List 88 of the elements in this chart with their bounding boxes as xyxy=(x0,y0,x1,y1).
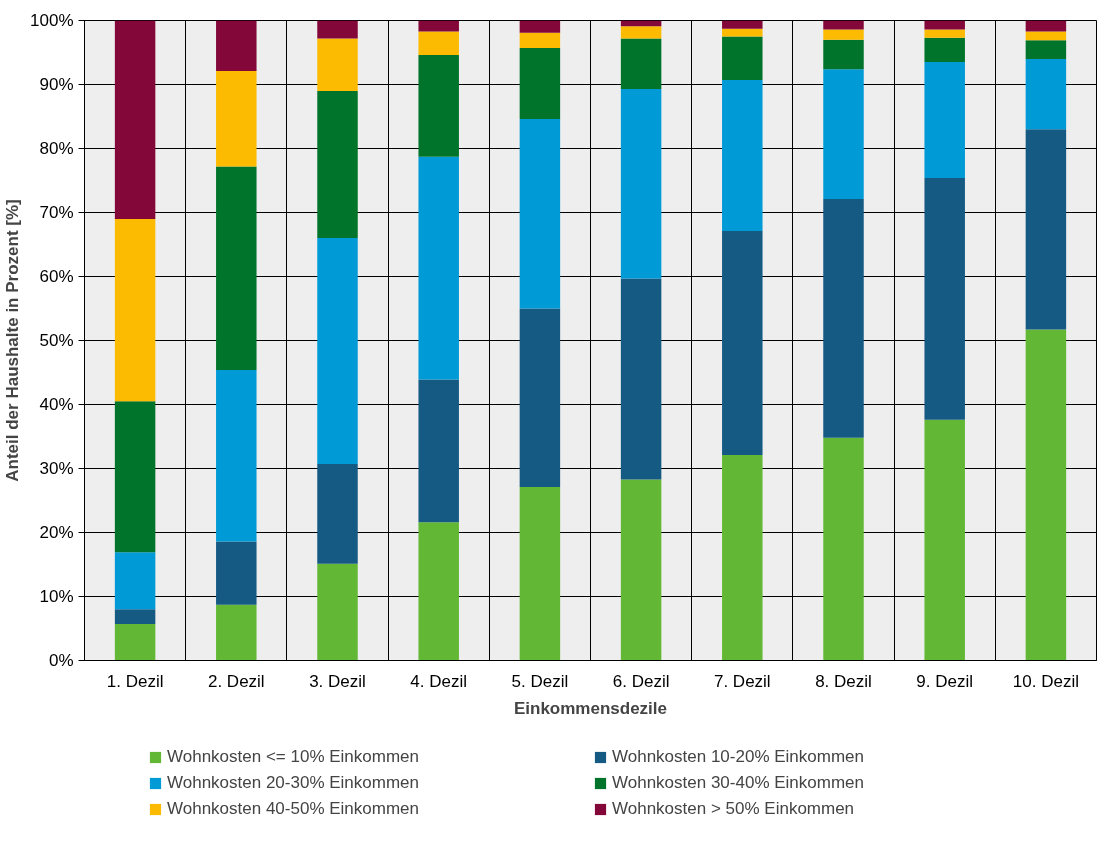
bar xyxy=(620,38,662,89)
x-tick-label: 9. Dezil xyxy=(916,671,974,691)
bar xyxy=(722,20,763,29)
y-tick-label: 10% xyxy=(39,587,74,606)
bar xyxy=(216,369,257,542)
bar xyxy=(722,231,763,456)
bar xyxy=(519,20,561,33)
bar xyxy=(924,62,965,178)
bar xyxy=(216,71,257,167)
bar xyxy=(418,55,459,157)
bar xyxy=(114,624,156,661)
bar xyxy=(519,119,561,309)
y-tick-label: 30% xyxy=(39,459,74,478)
bar xyxy=(114,401,156,553)
bar xyxy=(418,522,459,661)
x-tick-label: 1. Dezil xyxy=(106,671,164,691)
bar xyxy=(1025,329,1067,661)
bar xyxy=(519,32,561,49)
bar xyxy=(1025,40,1067,59)
bar xyxy=(519,308,561,488)
y-tick-label: 20% xyxy=(39,523,74,542)
legend-label: Wohnkosten 30-40% Einkommen xyxy=(612,772,865,793)
bar xyxy=(519,48,561,120)
bar xyxy=(924,37,965,63)
bar xyxy=(317,20,358,39)
bar xyxy=(216,604,257,661)
x-axis-title: Einkommensdezile xyxy=(513,698,668,718)
y-axis-title: Anteil der Haushalte in Prozent [%] xyxy=(3,199,23,482)
x-tick-label: 2. Dezil xyxy=(207,671,265,691)
legend-label: Wohnkosten <= 10% Einkommen xyxy=(167,746,420,767)
bar xyxy=(418,156,459,380)
x-tick-label: 10. Dezil xyxy=(1012,671,1079,691)
bar xyxy=(1025,129,1067,330)
bar xyxy=(216,541,257,605)
bar xyxy=(1025,31,1067,41)
x-tick-label: 7. Dezil xyxy=(713,671,771,691)
y-tick-label: 100% xyxy=(30,11,74,30)
bar xyxy=(823,199,864,438)
bar xyxy=(418,31,459,56)
bar xyxy=(216,166,257,370)
bar xyxy=(317,464,358,564)
y-tick-label: 80% xyxy=(39,139,74,158)
bar xyxy=(722,36,763,81)
bar xyxy=(620,278,662,480)
x-tick-label: 8. Dezil xyxy=(815,671,872,691)
bar xyxy=(620,88,662,279)
bar xyxy=(317,563,358,661)
bar xyxy=(924,20,965,30)
bar xyxy=(1025,58,1067,130)
legend-label: Wohnkosten > 50% Einkommen xyxy=(612,798,856,819)
bar xyxy=(418,379,459,523)
bar xyxy=(823,20,864,30)
bar xyxy=(924,177,965,420)
x-tick-label: 6. Dezil xyxy=(612,671,670,691)
bar xyxy=(924,29,965,38)
y-tick-label: 50% xyxy=(39,331,74,350)
bar xyxy=(418,20,459,32)
bar xyxy=(722,28,763,37)
bar xyxy=(317,238,358,465)
bar xyxy=(519,487,561,661)
bar xyxy=(620,479,662,661)
bar xyxy=(114,552,156,610)
bar xyxy=(924,419,965,661)
bar xyxy=(1025,20,1067,32)
bar xyxy=(216,20,257,72)
y-tick-label: 90% xyxy=(39,75,74,94)
bar xyxy=(823,437,864,661)
bar xyxy=(114,609,156,625)
x-tick-label: 3. Dezil xyxy=(309,671,366,691)
y-tick-label: 0% xyxy=(48,651,74,670)
bar xyxy=(722,80,763,232)
bar xyxy=(114,218,156,402)
bar xyxy=(317,90,358,239)
x-tick-label: 5. Dezil xyxy=(511,671,569,691)
x-tick-label: 4. Dezil xyxy=(410,671,468,691)
y-tick-label: 40% xyxy=(39,395,74,414)
legend-label: Wohnkosten 40-50% Einkommen xyxy=(167,798,420,819)
legend-label: Wohnkosten 20-30% Einkommen xyxy=(167,772,420,793)
bar xyxy=(114,20,156,219)
bar xyxy=(722,455,763,661)
bar xyxy=(620,26,662,39)
legend-label: Wohnkosten 10-20% Einkommen xyxy=(612,746,865,767)
y-tick-label: 60% xyxy=(39,267,74,286)
y-tick-label: 70% xyxy=(39,203,74,222)
bar xyxy=(823,29,864,40)
bar xyxy=(823,39,864,70)
bar xyxy=(823,69,864,200)
bar xyxy=(317,38,358,91)
